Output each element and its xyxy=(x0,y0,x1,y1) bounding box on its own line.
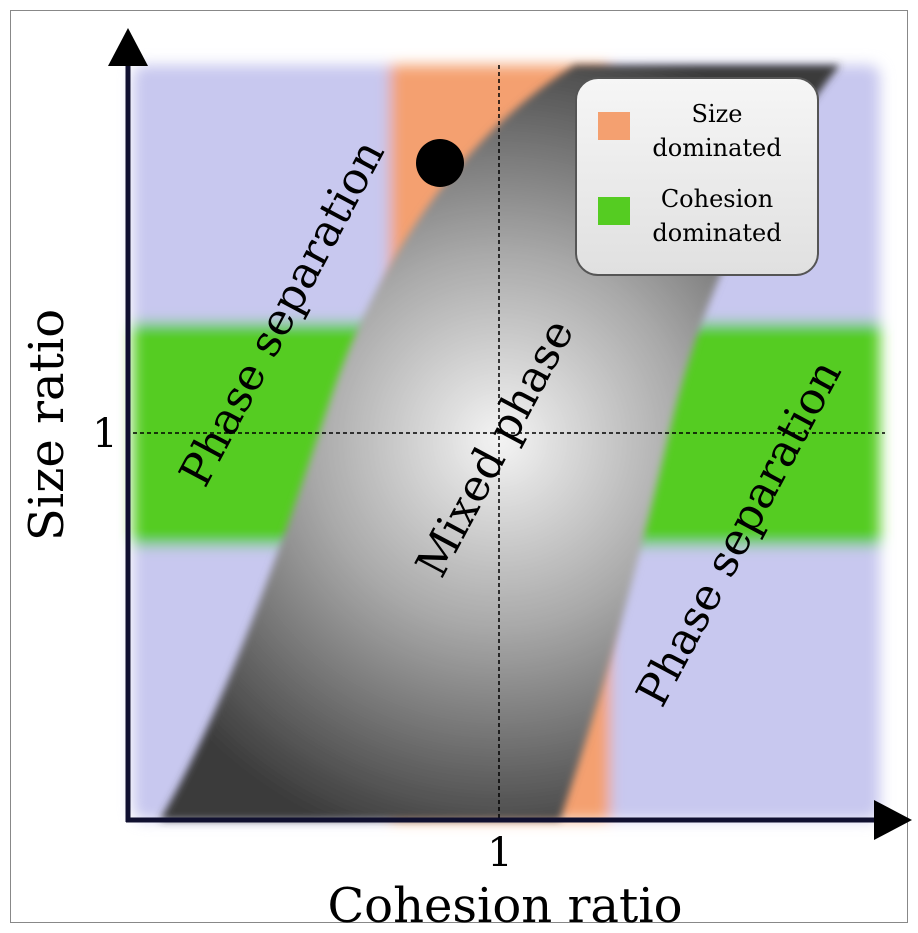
legend-swatch xyxy=(598,112,630,140)
arrow xyxy=(108,28,148,66)
legend-box xyxy=(575,77,819,276)
marker xyxy=(416,139,464,187)
legend-swatch xyxy=(598,197,630,225)
x-tick-label: 1 xyxy=(487,830,512,876)
y-tick-label: 1 xyxy=(92,411,117,457)
legend: Size dominated Cohesion dominated xyxy=(598,100,782,247)
legend-label: Size dominated xyxy=(652,100,781,162)
legend-label: Cohesion dominated xyxy=(652,185,781,247)
y-axis-label: Size ratio xyxy=(19,309,75,541)
frame xyxy=(10,10,908,923)
x-axis-label: Cohesion ratio xyxy=(327,878,682,933)
arrow xyxy=(874,800,912,840)
